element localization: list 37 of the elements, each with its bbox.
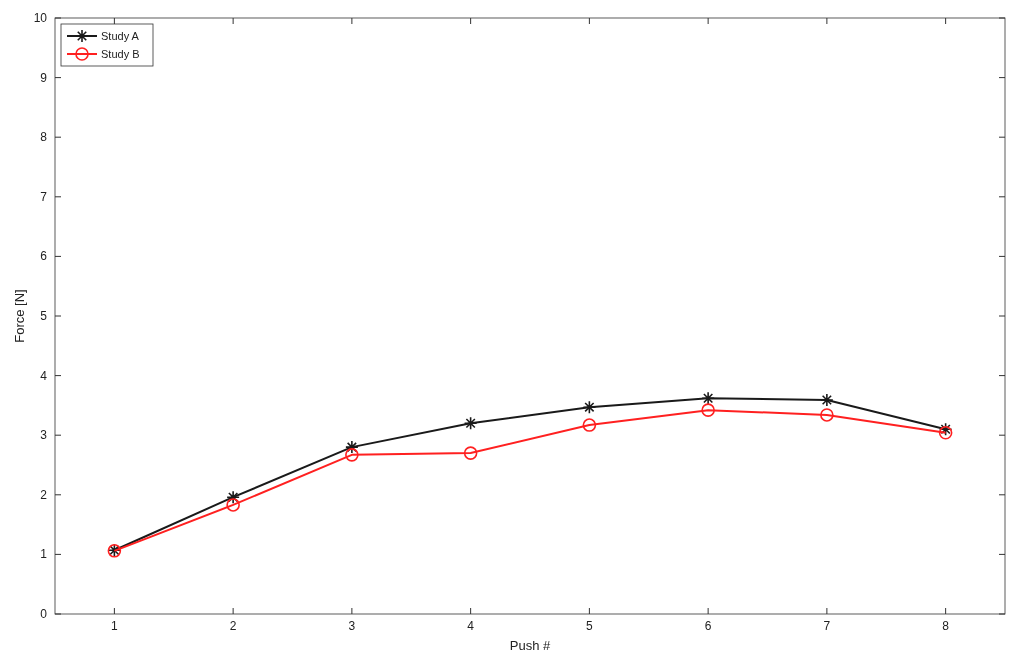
point	[820, 408, 834, 422]
point	[701, 403, 715, 417]
x-tick-label: 3	[348, 619, 356, 633]
point	[938, 426, 953, 440]
point	[820, 393, 834, 407]
point	[582, 400, 597, 414]
point	[463, 416, 478, 431]
point	[345, 448, 359, 462]
point	[582, 418, 597, 432]
y-tick-label: 6	[40, 249, 48, 264]
y-tick-label: 9	[40, 70, 48, 85]
y-tick-label: 5	[40, 309, 48, 323]
x-tick-label: 2	[229, 619, 237, 633]
point	[938, 422, 953, 437]
x-tick-label: 1	[111, 619, 119, 633]
y-tick-label: 1	[40, 547, 48, 562]
x-tick-label: 7	[823, 619, 831, 633]
x-tick-label: 5	[586, 619, 594, 633]
y-tick-label: 4	[40, 368, 48, 383]
point	[345, 440, 359, 454]
y-tick-label: 2	[40, 487, 48, 502]
y-axis-title: Force [N]	[12, 289, 27, 343]
x-tick-label: 8	[942, 619, 950, 633]
y-tick-label: 8	[40, 130, 48, 145]
y-tick-label: 0	[40, 607, 48, 621]
point	[463, 446, 478, 460]
x-tick-label: 6	[704, 619, 712, 633]
x-axis-title: Push #	[509, 638, 551, 653]
y-tick-label: 3	[40, 428, 48, 443]
y-tick-label: 7	[40, 189, 48, 204]
point	[701, 391, 715, 406]
x-tick-label: 4	[467, 619, 475, 633]
legend-label: Study B	[101, 48, 140, 60]
point	[226, 498, 240, 512]
y-tick-label: 10	[33, 11, 48, 25]
legend-label: Study A	[101, 30, 140, 42]
point	[226, 490, 240, 504]
